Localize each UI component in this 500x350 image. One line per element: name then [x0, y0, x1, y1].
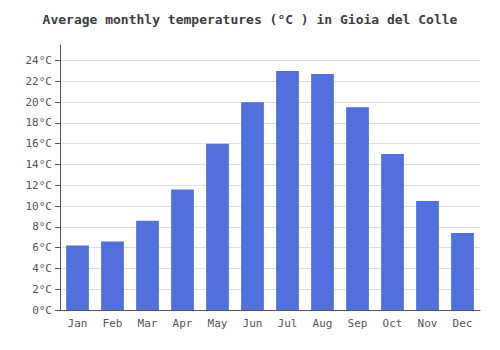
svg-text:14°C: 14°C — [26, 158, 53, 171]
svg-text:Average monthly temperatures (: Average monthly temperatures (°C ) in Gi… — [43, 12, 458, 27]
svg-text:Oct: Oct — [383, 317, 403, 330]
svg-text:18°C: 18°C — [26, 116, 53, 129]
svg-text:Apr: Apr — [173, 317, 193, 330]
svg-text:Feb: Feb — [103, 317, 123, 330]
svg-text:22°C: 22°C — [26, 75, 53, 88]
svg-text:0°C: 0°C — [32, 304, 52, 317]
svg-text:16°C: 16°C — [26, 137, 53, 150]
svg-text:Nov: Nov — [418, 317, 438, 330]
svg-text:Sep: Sep — [348, 317, 368, 330]
svg-text:6°C: 6°C — [32, 241, 52, 254]
svg-text:2°C: 2°C — [32, 283, 52, 296]
svg-text:May: May — [208, 317, 228, 330]
svg-text:Jan: Jan — [68, 317, 88, 330]
svg-text:20°C: 20°C — [26, 96, 53, 109]
svg-text:4°C: 4°C — [32, 262, 52, 275]
svg-text:12°C: 12°C — [26, 179, 53, 192]
svg-text:Jun: Jun — [243, 317, 263, 330]
svg-text:24°C: 24°C — [26, 54, 53, 67]
svg-text:Jul: Jul — [278, 317, 298, 330]
svg-text:10°C: 10°C — [26, 200, 53, 213]
svg-text:8°C: 8°C — [32, 220, 52, 233]
svg-text:Aug: Aug — [313, 317, 333, 330]
svg-text:Mar: Mar — [138, 317, 158, 330]
svg-text:Dec: Dec — [453, 317, 473, 330]
